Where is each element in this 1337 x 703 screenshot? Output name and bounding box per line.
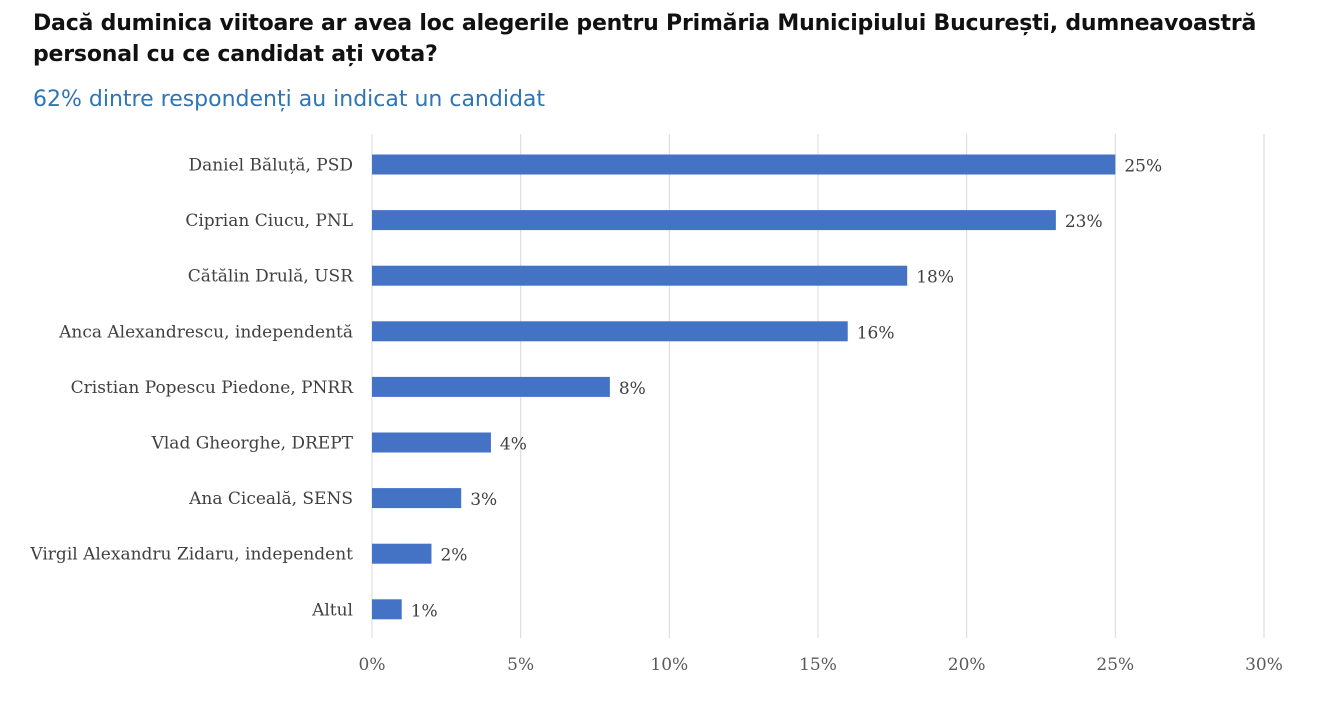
value-label: 18%	[916, 268, 954, 288]
bar	[372, 210, 1056, 231]
category-label: Vlad Gheorghe, DREPT	[151, 434, 354, 454]
chart-title: Dacă duminica viitoare ar avea loc alege…	[33, 11, 1257, 67]
chart-subtitle: 62% dintre respondenți au indicat un can…	[33, 87, 546, 112]
category-label: Cristian Popescu Piedone, PNRR	[71, 378, 355, 398]
x-tick-label: 5%	[507, 655, 534, 675]
bar	[372, 265, 908, 286]
bar	[372, 488, 462, 509]
value-label: 3%	[470, 490, 497, 510]
category-label: Virgil Alexandru Zidaru, independent	[29, 545, 353, 565]
category-label: Anca Alexandrescu, independentă	[58, 322, 353, 342]
category-label: Ana Ciceală, SENS	[188, 489, 353, 509]
category-label: Altul	[311, 600, 353, 620]
x-tick-label: 30%	[1245, 655, 1283, 675]
x-tick-label: 10%	[650, 655, 688, 675]
x-tick-label: 0%	[359, 655, 386, 675]
value-label: 23%	[1065, 212, 1103, 232]
value-label: 2%	[440, 546, 467, 566]
category-label: Ciprian Ciucu, PNL	[185, 211, 353, 231]
bar	[372, 543, 432, 564]
x-tick-label: 15%	[799, 655, 837, 675]
x-tick-label: 25%	[1096, 655, 1134, 675]
value-label: 4%	[500, 435, 527, 455]
x-tick-label: 20%	[948, 655, 986, 675]
value-label: 1%	[411, 601, 438, 621]
value-label: 16%	[857, 323, 895, 343]
bar	[372, 321, 848, 342]
category-label: Cătălin Drulă, USR	[188, 267, 354, 287]
value-label: 8%	[619, 379, 646, 399]
bar	[372, 432, 491, 453]
value-label: 25%	[1124, 157, 1162, 177]
bar	[372, 154, 1116, 175]
bar	[372, 376, 610, 397]
category-label: Daniel Băluță, PSD	[188, 156, 353, 176]
bar	[372, 599, 402, 620]
labels: 0% 5% 10% 15% 20% 25% 30% Daniel Băluță, PSD 25%…	[29, 156, 1283, 676]
bars	[372, 154, 1116, 620]
